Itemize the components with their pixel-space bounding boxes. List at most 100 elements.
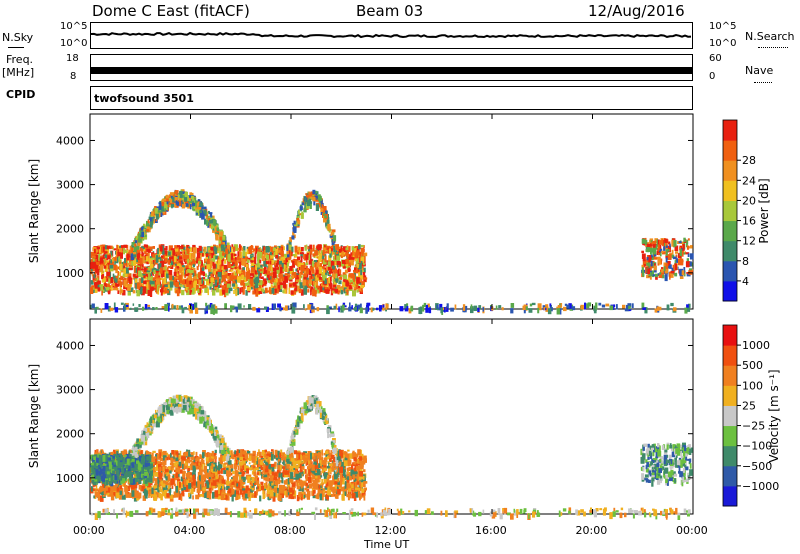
power-cells-cell [351, 251, 354, 256]
power-cells-cell [213, 254, 217, 257]
power-cells-cell [276, 288, 279, 294]
vel-cells-cell [250, 481, 253, 487]
power-cells-cell [186, 270, 188, 274]
vel-cells-cell [197, 471, 201, 477]
power-cells-cell [208, 212, 213, 215]
power-cells-cell [208, 253, 211, 257]
vel-cells-cell [194, 457, 198, 462]
power-cells-cell [267, 273, 270, 281]
power-cells-cell [279, 306, 282, 312]
power-cells-cell [167, 267, 169, 272]
power-cells-cell [528, 308, 533, 313]
power-cells-cell [179, 260, 183, 263]
power-cells-cell [318, 266, 322, 274]
power-cells-cell [190, 192, 194, 195]
power-cells-cell [104, 254, 108, 259]
power-cells-cell [126, 249, 129, 257]
power-cells-cell [184, 283, 187, 287]
power-cells-cell [687, 307, 691, 312]
vel-cells-cell [202, 474, 207, 480]
power-cells-cell [307, 245, 311, 252]
power-cells-cell [193, 247, 197, 254]
power-cells-cell [217, 262, 220, 270]
power-cells-cell [345, 258, 350, 265]
power-cells-cell [250, 262, 255, 266]
power-cells-cell [309, 283, 312, 287]
vel-cells-cell [174, 477, 178, 481]
power-cells-cell [193, 270, 197, 277]
vel-cells-cell [184, 463, 187, 470]
power-cells-cell [297, 270, 300, 274]
vel-cells-cell [287, 490, 290, 496]
vel-cells-cell [202, 493, 205, 498]
power-cells-cell [215, 234, 219, 241]
vel-cells-cell [242, 466, 246, 471]
power-cells-cell [211, 224, 215, 230]
power-cells-cell [173, 281, 176, 286]
vel-cells-cell [362, 482, 366, 488]
power-cells-cell [292, 260, 295, 268]
power-cells-cell [228, 287, 233, 292]
power-cells-cell [646, 246, 649, 253]
power-cells-cell [119, 281, 123, 286]
power-cells-cell [312, 244, 315, 252]
power-cells-cell [309, 275, 312, 281]
power-cells-cell [161, 270, 165, 278]
power-cells-cell [235, 307, 238, 313]
vel-cells-cell [198, 480, 203, 485]
power-cells-cell [90, 287, 94, 294]
power-cells-cell [128, 273, 132, 279]
power-cells-cell [150, 260, 153, 268]
freq-bottom-tick: 8 [70, 71, 77, 82]
power-cells-cell [495, 305, 498, 310]
power-cells-cell [169, 199, 173, 204]
power-cells-cell [308, 191, 311, 196]
power-cells-cell [641, 238, 646, 244]
power-cells-cell [137, 267, 140, 274]
power-cells-cell [355, 246, 359, 253]
power-cells-cell [674, 263, 677, 271]
power-cells-cell [170, 202, 175, 208]
vel-cells-cell [298, 459, 301, 462]
power-cells-cell [361, 252, 364, 257]
power-cells-cell [113, 248, 117, 251]
vel-cells-cell [278, 474, 281, 481]
power-cells-cell [301, 202, 304, 206]
power-cells-cell [119, 260, 121, 264]
power-cells-cell [196, 266, 199, 271]
beam-label: Beam 03 [356, 2, 424, 20]
power-cells-cell [142, 287, 147, 294]
power-cells-cell [187, 258, 189, 264]
power-cells-cell [202, 277, 206, 281]
power-cells-cell [342, 304, 345, 311]
vel-cells-cell [169, 463, 173, 466]
power-cells-cell [250, 256, 254, 259]
power-cells-cell [378, 305, 383, 309]
power-cells-cell [681, 270, 685, 276]
power-cells-cell [355, 283, 358, 290]
power-cells-cell [137, 239, 141, 246]
power-cells-cell [258, 270, 260, 276]
power-cells-cell [641, 302, 645, 309]
vel-cells-cell [181, 460, 184, 467]
power-cells-cell [160, 288, 163, 296]
vel-cells-cell [329, 467, 333, 470]
power-cells-cell [277, 246, 279, 252]
power-cells-cell [676, 258, 678, 263]
vel-cells-cell [222, 479, 226, 485]
power-cells-cell [328, 282, 333, 290]
power-cells-cell [642, 307, 646, 310]
power-cells-cell [686, 245, 690, 250]
power-cells-cell [156, 278, 160, 285]
power-cells-cell [235, 289, 238, 297]
power-cells-cell [214, 226, 217, 232]
power-cells-cell [687, 238, 690, 241]
vel-cells-cell [296, 495, 300, 502]
power-cells-cell [673, 307, 677, 312]
power-cells-cell [681, 248, 684, 251]
power-cells-cell [115, 283, 120, 287]
power-cells-cell [647, 268, 650, 275]
power-cells-cell [363, 267, 366, 273]
power-cells-cell [327, 266, 331, 271]
power-cells-cell [197, 257, 200, 263]
